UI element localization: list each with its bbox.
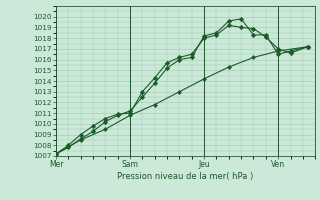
X-axis label: Pression niveau de la mer( hPa ): Pression niveau de la mer( hPa ) (117, 172, 254, 181)
